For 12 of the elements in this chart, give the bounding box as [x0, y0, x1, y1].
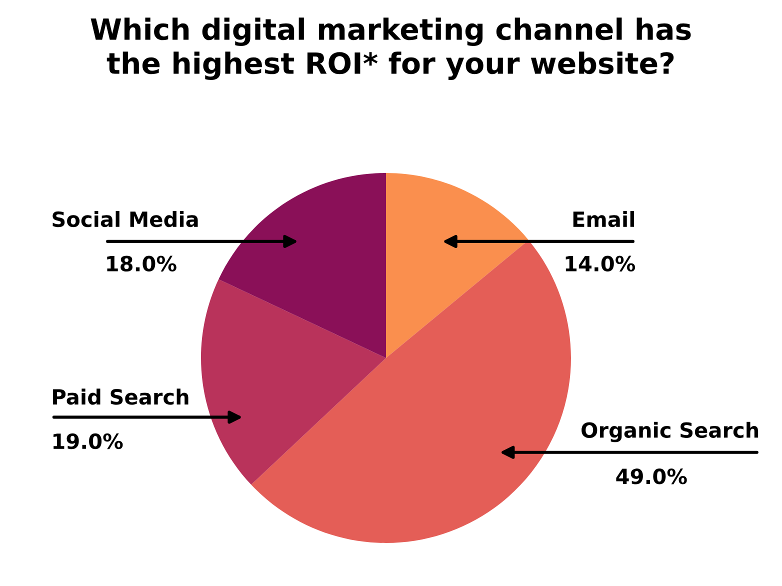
pie-slice [218, 173, 386, 358]
slice-label: Email [573, 211, 634, 228]
pie-slice [201, 279, 386, 485]
data-label: 18.0% [107, 256, 176, 272]
slice-label: Organic Search [582, 422, 758, 442]
data-label: 49.0% [616, 468, 687, 484]
pie-slice [386, 173, 529, 358]
data-label: 19.0% [54, 433, 123, 450]
data-label: 14.0% [566, 256, 636, 272]
slice-label: Social Media [52, 211, 198, 228]
slice-label: Paid Search [53, 388, 188, 405]
chart-title: Which digital marketing channel has the highest ROI* for your website? [90, 18, 691, 80]
